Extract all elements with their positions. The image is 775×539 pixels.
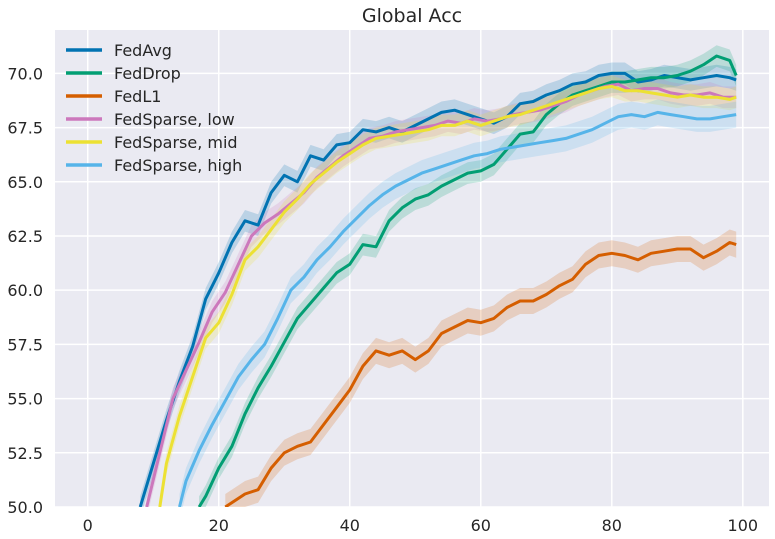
x-tick-label: 40	[340, 516, 360, 535]
legend-label: FedSparse, low	[114, 110, 235, 129]
series-line	[197, 54, 738, 507]
series-line	[178, 110, 737, 507]
series-band	[225, 229, 737, 507]
x-tick-label: 0	[83, 516, 93, 535]
y-tick-label: 57.5	[7, 335, 43, 354]
y-tick-label: 55.0	[7, 390, 43, 409]
plot-background	[55, 30, 769, 507]
y-tick-label: 62.5	[7, 227, 43, 246]
y-tick-label: 67.5	[7, 119, 43, 138]
y-tick-label: 60.0	[7, 281, 43, 300]
series-line	[158, 84, 737, 507]
legend-label: FedSparse, high	[114, 156, 242, 175]
y-tick-label: 50.0	[7, 498, 43, 517]
legend-label: FedDrop	[114, 64, 181, 83]
x-tick-label: 100	[728, 516, 759, 535]
series-line	[224, 241, 737, 507]
series-line	[138, 71, 737, 507]
legend-label: FedL1	[114, 87, 161, 106]
y-tick-label: 65.0	[7, 173, 43, 192]
x-tick-label: 20	[209, 516, 229, 535]
confidence-bands	[140, 45, 737, 507]
legend-label: FedSparse, mid	[114, 133, 238, 152]
legend-label: FedAvg	[114, 41, 172, 60]
series-band	[140, 62, 737, 507]
series-band	[159, 75, 737, 507]
legend: FedAvg FedDrop FedL1 FedSparse, low FedSpars…	[66, 41, 242, 175]
x-tick-label: 60	[471, 516, 491, 535]
chart-title: Global Acc	[362, 5, 462, 27]
y-tick-label: 70.0	[7, 64, 43, 83]
x-axis-ticks: 0 20 40 60 80 100	[83, 516, 758, 535]
y-axis-ticks: 50.0 52.5 55.0 57.5 60.0 62.5 65.0 67.5 70.0	[7, 64, 43, 517]
series-lines	[138, 54, 738, 507]
y-tick-label: 52.5	[7, 444, 43, 463]
x-tick-label: 80	[602, 516, 622, 535]
